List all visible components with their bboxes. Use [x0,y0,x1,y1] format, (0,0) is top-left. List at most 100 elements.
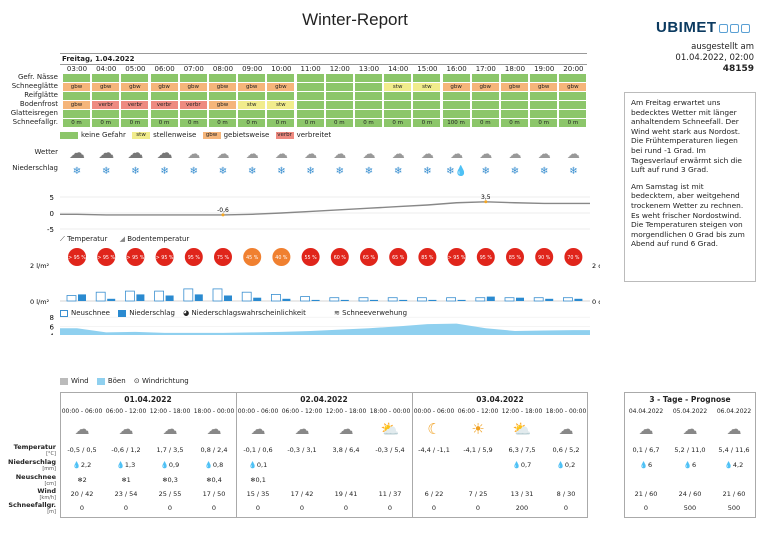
row-label: Reifglätte [24,91,58,99]
summary-row-label: Schneefallgr. [m] [2,502,56,516]
snowflake-icon: ❄ [306,166,315,177]
niederschlag-label: Niederschlag [12,164,58,172]
charts-area: 5 0 -5 -0,6 3,5 > 95 % > 95 % > 95 % > 95 % 95 % 7… [30,194,600,335]
probability-label: 40 % [275,255,288,261]
snowflake-icon: ❄ [218,166,228,177]
rain-value: 💧2,2 [72,461,92,469]
snow-bar [154,290,164,302]
hazard-cell [209,92,236,100]
precip-bar [399,299,408,301]
hazard-cell [121,110,149,118]
row-label: Schneeglätte [11,82,58,90]
cloud-snow-icon: ☁ [274,147,288,162]
probability-label: 65 % [363,255,376,261]
snowfall-value: 0 [563,504,569,512]
probability-label: 95 % [188,255,201,261]
wind-tick: 8 [50,314,54,322]
temp-value: -0,1 / 0,6 [243,446,273,454]
hazard-cell [501,92,528,100]
hazard-cell [209,110,236,118]
probability-circle [389,248,408,266]
row-label: Gefr. Nässe [17,73,58,81]
hazard-cell [530,92,558,100]
hazard-cell: stw [238,101,266,109]
day-header: Freitag, 1.04.2022 [60,53,587,65]
hazard-cell: gbw [501,83,528,91]
hazard-cell: gbw [471,83,499,91]
slot-time: 00:00 - 06:00 [61,408,103,415]
forecast-snowfall: 500 [727,504,741,512]
snowfall-value: 0 [255,504,261,512]
snowflake-icon: ❄ [364,166,374,177]
hazard-cell [384,74,412,82]
summary-row-label: Neuschnee [cm] [2,474,56,488]
page-title: Winter-Report [302,10,408,29]
hour-label: 16:00 [446,65,467,73]
snow-bar [95,291,106,302]
hazard-cell [442,92,470,100]
forecast-wind: 24 / 60 [678,490,702,498]
hazard-cell [501,74,528,82]
hazard-cell: stw [384,83,412,91]
hazard-cell: verbr [92,101,120,109]
snowfall-value: 0 [167,504,173,512]
day-divider [412,392,413,518]
hazard-cell: gbw [559,83,587,91]
snow-bar [212,288,223,302]
hour-label: 10:00 [271,65,292,73]
wind-value: 13 / 31 [510,490,534,498]
cloud-snow-icon: ☁ [98,143,115,162]
cloud-snow-icon: ☁ [74,420,90,438]
precip-bar [311,299,320,301]
forecast-date: 05.04.2022 [672,408,708,415]
hazard-cell: stw [267,101,295,109]
hazard-cell: gbw [530,83,558,91]
hazard-cell: 0 m [413,119,441,127]
day-divider [236,392,237,518]
temp-tick: -5 [47,226,54,234]
snowfall-value: 0 [299,504,305,512]
row-label-unit: [cm] [44,481,56,487]
summary-row-label: Niederschlag [mm] [2,459,56,473]
probability-label: > 95 % [127,255,145,261]
snowflake-icon: ❄ [247,166,257,177]
hour-label: 14:00 [388,65,409,73]
probability-label: 60 % [334,255,347,261]
hazard-cell [442,110,470,118]
slot-time: 00:00 - 06:00 [237,408,279,415]
summary-row-label: Wind [km/h] [2,488,56,502]
hazard-cell [530,110,558,118]
hazard-cell [559,110,587,118]
hour-label: 03:00 [66,65,88,73]
cloud-snow-icon: ☁ [69,143,85,162]
rain-value: 💧1,3 [116,461,136,469]
forecast-temp: 5,2 / 11,0 [674,446,706,454]
hazard-cell [296,74,324,82]
hour-label: 06:00 [154,65,175,73]
temp-min-marker [221,213,225,217]
hazard-cell: gbw [150,83,178,91]
probability-circle [506,248,524,266]
row-label: Glatteisregen [10,109,58,117]
rain-value: 💧0,8 [204,461,224,469]
cloud-snow-icon: ☁ [391,147,405,162]
forecast-rain: 💧6 [639,461,653,469]
cloud-snow-icon: ☁ [682,420,698,438]
snowfall-value: 0 [343,504,349,512]
precip-bar [136,294,145,301]
cloud-icon: ☁ [726,420,742,438]
cloud-icon: ☁ [250,420,266,438]
snowflake-icon: ❄ [277,166,286,177]
wetter-label: Wetter [34,148,59,156]
row-label-text: Wind [37,487,56,495]
cloud-snow-icon: ☁ [127,143,144,162]
cloud-snow-icon: ☁ [118,420,134,438]
hour-label: 17:00 [475,65,496,73]
hazard-cell [296,101,324,109]
hazard-cell [442,101,470,109]
probability-label: 90 % [538,255,551,261]
hazard-cell: gbw [121,83,149,91]
hour-label: 09:00 [242,65,263,73]
hazard-cell: 0 m [530,119,558,127]
hazard-cell: verbr [121,101,149,109]
